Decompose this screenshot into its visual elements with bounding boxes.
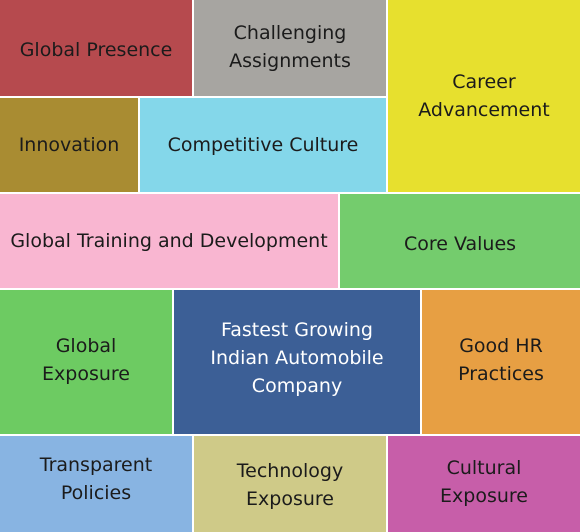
tile-good-hr-practices: Good HR Practices <box>422 290 580 434</box>
tile-technology-exposure: Technology Exposure <box>194 436 386 532</box>
tile-transparent-policies: Transparent Policies <box>0 436 192 532</box>
tile-career-advancement: Career Advancement <box>388 0 580 192</box>
tile-global-presence: Global Presence <box>0 0 192 96</box>
tile-innovation: Innovation <box>0 98 138 192</box>
tile-global-training-and-development: Global Training and Development <box>0 194 338 288</box>
tile-core-values: Core Values <box>340 194 580 288</box>
tile-fastest-growing-company: Fastest Growing Indian Automobile Compan… <box>174 290 420 434</box>
tile-cultural-exposure: Cultural Exposure <box>388 436 580 532</box>
tile-challenging-assignments: Challenging Assignments <box>194 0 386 96</box>
tile-competitive-culture: Competitive Culture <box>140 98 386 192</box>
tile-global-exposure: Global Exposure <box>0 290 172 434</box>
